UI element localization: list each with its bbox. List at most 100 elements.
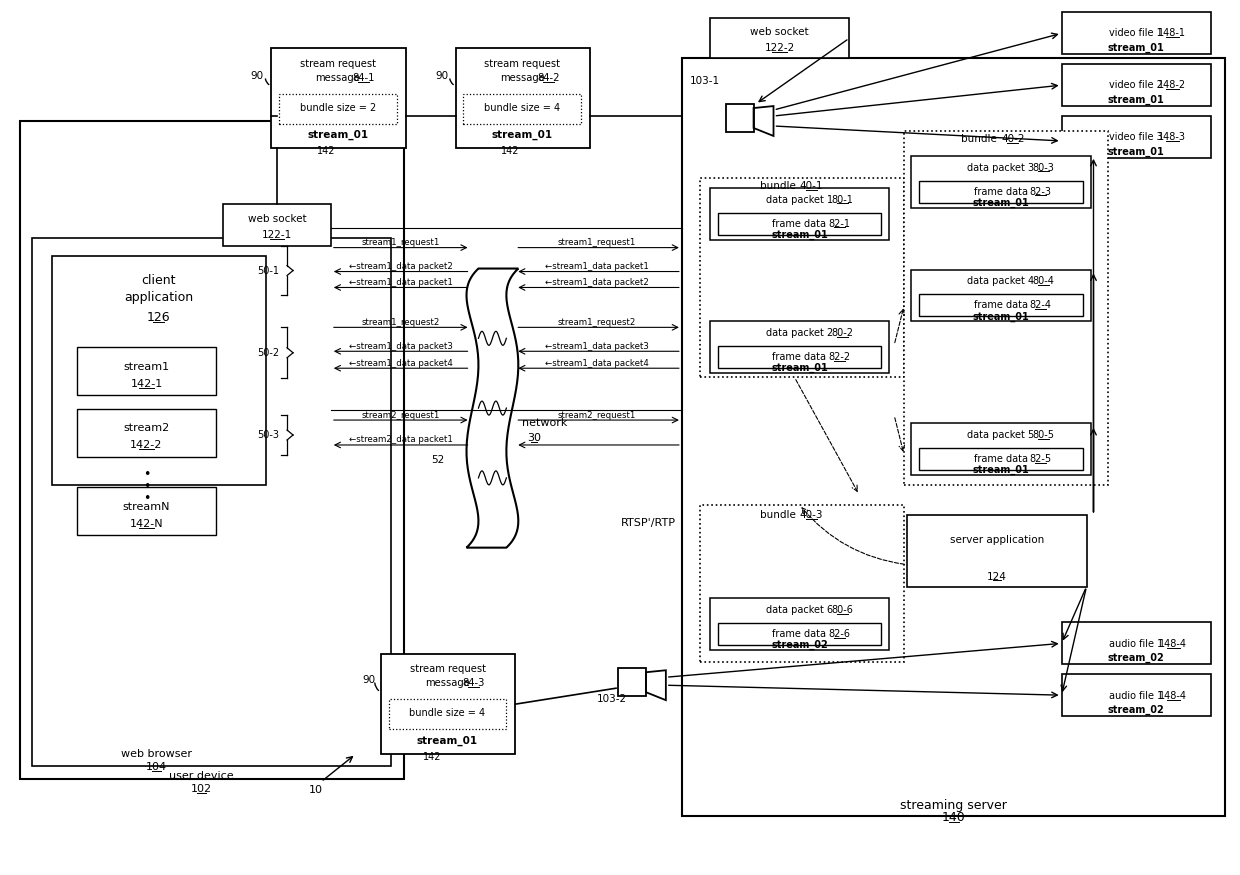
- Text: •: •: [143, 480, 150, 494]
- Text: 142-1: 142-1: [130, 379, 162, 389]
- Text: 104: 104: [146, 762, 167, 772]
- Text: stream2: stream2: [124, 423, 170, 433]
- Text: 140: 140: [942, 811, 966, 824]
- FancyBboxPatch shape: [911, 423, 1090, 475]
- FancyBboxPatch shape: [272, 48, 405, 148]
- Text: data packet 5: data packet 5: [967, 430, 1034, 440]
- Text: 52: 52: [432, 455, 444, 465]
- Text: 142: 142: [423, 752, 441, 762]
- Text: 142: 142: [501, 146, 520, 156]
- Text: web browser: web browser: [122, 749, 192, 759]
- Polygon shape: [466, 269, 518, 548]
- Text: frame data: frame data: [773, 629, 826, 640]
- Text: 82-1: 82-1: [828, 219, 851, 228]
- Text: stream request: stream request: [409, 664, 486, 675]
- Text: 84-1: 84-1: [352, 74, 374, 83]
- Text: stream_01: stream_01: [771, 229, 828, 240]
- Text: RTSP'/RTP: RTSP'/RTP: [620, 518, 676, 528]
- FancyBboxPatch shape: [919, 295, 1083, 317]
- Text: data packet 4: data packet 4: [967, 276, 1034, 286]
- Text: 82-4: 82-4: [1029, 300, 1052, 311]
- Text: ←stream1_data packet2: ←stream1_data packet2: [546, 278, 649, 287]
- Text: 50-1: 50-1: [257, 265, 279, 276]
- Text: 80-5: 80-5: [1033, 430, 1055, 440]
- Text: frame data: frame data: [773, 353, 826, 362]
- Text: stream2_request1: stream2_request1: [558, 410, 636, 420]
- Text: message: message: [500, 74, 544, 83]
- Text: web socket: web socket: [248, 214, 306, 224]
- FancyBboxPatch shape: [709, 188, 889, 240]
- Text: bundle: bundle: [961, 134, 997, 144]
- Text: stream1_request1: stream1_request1: [362, 238, 440, 247]
- Text: 40-2: 40-2: [1001, 134, 1024, 144]
- Text: stream_01: stream_01: [771, 363, 828, 374]
- Text: 30: 30: [527, 433, 542, 443]
- Text: 50-3: 50-3: [257, 430, 279, 440]
- FancyBboxPatch shape: [1061, 116, 1211, 158]
- Text: 142: 142: [316, 146, 335, 156]
- FancyBboxPatch shape: [725, 104, 754, 132]
- FancyBboxPatch shape: [919, 448, 1083, 470]
- Text: server application: server application: [950, 535, 1044, 544]
- FancyBboxPatch shape: [1061, 64, 1211, 106]
- Text: video file 1: video file 1: [1110, 28, 1163, 38]
- Text: stream_01: stream_01: [492, 130, 553, 140]
- Text: ←stream1_data packet2: ←stream1_data packet2: [348, 262, 453, 271]
- FancyBboxPatch shape: [381, 654, 516, 754]
- Text: 122-2: 122-2: [764, 43, 795, 53]
- Text: 148-4: 148-4: [1159, 691, 1187, 701]
- Text: frame data: frame data: [773, 219, 826, 228]
- FancyBboxPatch shape: [919, 181, 1083, 203]
- Text: 148-1: 148-1: [1158, 28, 1187, 38]
- FancyBboxPatch shape: [464, 94, 582, 124]
- Text: 148-4: 148-4: [1159, 640, 1187, 649]
- FancyBboxPatch shape: [1061, 622, 1211, 664]
- FancyBboxPatch shape: [718, 213, 882, 235]
- FancyBboxPatch shape: [618, 668, 646, 696]
- Text: 82-5: 82-5: [1029, 454, 1052, 464]
- FancyBboxPatch shape: [911, 270, 1090, 321]
- Text: data packet 2: data packet 2: [766, 328, 833, 339]
- Text: 84-3: 84-3: [463, 678, 485, 689]
- FancyBboxPatch shape: [77, 410, 216, 457]
- FancyBboxPatch shape: [32, 238, 391, 766]
- Text: video file 3: video file 3: [1110, 132, 1163, 142]
- Text: ←stream1_data packet3: ←stream1_data packet3: [546, 342, 649, 351]
- Text: web socket: web socket: [750, 27, 808, 38]
- Text: stream1: stream1: [124, 362, 170, 372]
- Text: stream1_request1: stream1_request1: [558, 238, 636, 247]
- Text: ←stream1_data packet4: ←stream1_data packet4: [348, 359, 453, 368]
- FancyBboxPatch shape: [718, 346, 882, 368]
- Text: 40-3: 40-3: [800, 510, 823, 520]
- Text: bundle size = 2: bundle size = 2: [300, 103, 376, 113]
- Text: 80-3: 80-3: [1033, 163, 1054, 173]
- Text: 82-3: 82-3: [1029, 186, 1052, 197]
- FancyBboxPatch shape: [1061, 675, 1211, 716]
- FancyBboxPatch shape: [223, 204, 331, 246]
- Text: 82-6: 82-6: [828, 629, 851, 640]
- FancyBboxPatch shape: [709, 321, 889, 374]
- Text: ←stream1_data packet1: ←stream1_data packet1: [546, 262, 649, 271]
- Text: stream_02: stream_02: [1109, 705, 1164, 715]
- FancyBboxPatch shape: [699, 178, 904, 377]
- Text: stream_01: stream_01: [1109, 43, 1164, 53]
- Text: stream_01: stream_01: [972, 312, 1029, 321]
- Text: 50-2: 50-2: [257, 347, 279, 358]
- Text: stream request: stream request: [485, 60, 560, 69]
- FancyBboxPatch shape: [279, 94, 397, 124]
- Text: application: application: [124, 291, 193, 304]
- FancyBboxPatch shape: [388, 699, 506, 729]
- Text: 122-1: 122-1: [262, 229, 293, 240]
- Text: 90: 90: [435, 71, 448, 81]
- Text: data packet 6: data packet 6: [766, 606, 833, 615]
- FancyBboxPatch shape: [77, 347, 216, 396]
- Text: video file 2: video file 2: [1110, 80, 1163, 90]
- FancyBboxPatch shape: [709, 18, 849, 59]
- Text: stream_01: stream_01: [308, 130, 368, 140]
- FancyBboxPatch shape: [1061, 12, 1211, 54]
- Text: stream2_request1: stream2_request1: [362, 410, 440, 420]
- Text: 103-2: 103-2: [596, 694, 627, 704]
- FancyBboxPatch shape: [455, 48, 590, 148]
- Text: stream_01: stream_01: [972, 198, 1029, 208]
- Text: user device: user device: [169, 771, 233, 780]
